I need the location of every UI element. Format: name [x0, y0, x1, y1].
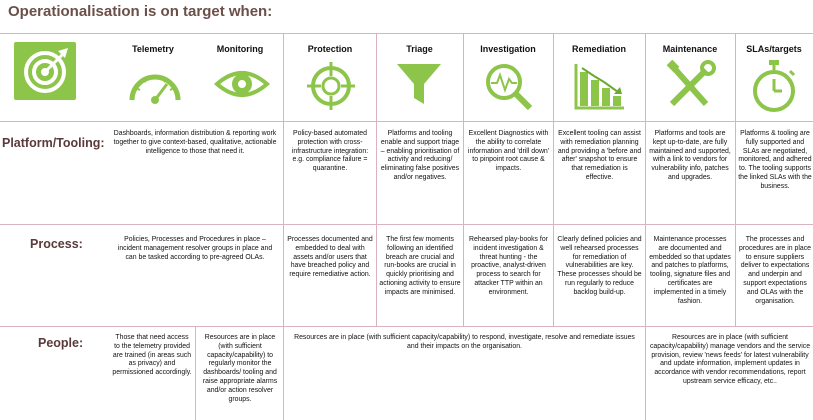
- process-triage: The first few moments following an ident…: [379, 236, 461, 296]
- col-divider: [195, 326, 196, 420]
- process-telemetry-monitoring: Policies, Processes and Procedures in pl…: [117, 236, 273, 261]
- header-remediation: Remediation: [571, 44, 626, 54]
- col-divider: [645, 326, 646, 420]
- funnel-icon: [393, 60, 445, 115]
- divider-process-bottom: [0, 326, 813, 327]
- col-divider: [376, 121, 377, 326]
- col-divider: [283, 326, 284, 420]
- platform-protection: Policy-based automated protection with c…: [291, 130, 369, 173]
- header-slas: SLAs/targets: [746, 44, 802, 54]
- target-arrow-icon: [14, 42, 76, 100]
- process-remediation: Clearly defined policies and well rehear…: [557, 236, 642, 296]
- process-slas: The processes and procedures are in plac…: [738, 236, 811, 305]
- stopwatch-icon: [748, 60, 800, 119]
- divider-platform-bottom: [0, 224, 813, 225]
- divider-top: [0, 33, 813, 34]
- header-maintenance: Maintenance: [662, 44, 718, 54]
- header-investigation: Investigation: [480, 44, 536, 54]
- col-divider: [645, 121, 646, 326]
- wrench-screwdriver-icon: [662, 59, 718, 117]
- people-telemetry: Those that need access to the telemetry …: [112, 334, 192, 377]
- process-investigation: Rehearsed play-books for incident invest…: [469, 236, 548, 296]
- col-divider: [283, 121, 284, 326]
- platform-maintenance: Platforms and tools are kept up-to-date,…: [649, 130, 731, 182]
- col-divider: [376, 33, 377, 121]
- people-maintenance-slas: Resources are in place (with sufficient …: [649, 334, 811, 386]
- col-divider: [553, 121, 554, 326]
- process-maintenance: Maintenance processes are documented and…: [649, 236, 731, 305]
- col-divider: [553, 33, 554, 121]
- people-respond-investigate: Resources are in place (with sufficient …: [294, 334, 635, 350]
- header-protection: Protection: [307, 44, 353, 54]
- header-monitoring: Monitoring: [216, 44, 264, 54]
- col-divider: [463, 121, 464, 326]
- eye-icon: [213, 60, 271, 113]
- col-divider: [283, 33, 284, 121]
- page-title: Operationalisation is on target when:: [8, 3, 273, 20]
- header-triage: Triage: [406, 44, 433, 54]
- gauge-icon: [126, 60, 184, 113]
- col-divider: [735, 33, 736, 121]
- platform-remediation: Excellent tooling can assist with remedi…: [557, 130, 642, 182]
- platform-telemetry-monitoring: Dashboards, information distribution & r…: [113, 130, 277, 155]
- col-divider: [735, 121, 736, 326]
- col-divider: [463, 33, 464, 121]
- platform-slas: Platforms & tooling are fully supported …: [738, 130, 812, 190]
- row-label-platform: Platform/Tooling:: [2, 136, 105, 150]
- row-label-people: People:: [38, 336, 84, 350]
- people-monitoring: Resources are in place (with sufficient …: [202, 334, 278, 403]
- magnifier-pulse-icon: [480, 60, 538, 117]
- col-divider: [645, 33, 646, 121]
- row-label-process: Process:: [30, 237, 83, 251]
- process-protection: Processes documented and embedded to dea…: [287, 236, 373, 279]
- header-telemetry: Telemetry: [132, 44, 174, 54]
- platform-investigation: Excellent Diagnostics with the ability t…: [467, 130, 550, 173]
- divider-header-bottom: [0, 121, 813, 122]
- crosshair-icon: [302, 60, 360, 117]
- platform-triage: Platforms and tooling enable and support…: [380, 130, 460, 182]
- declining-chart-icon: [570, 60, 628, 117]
